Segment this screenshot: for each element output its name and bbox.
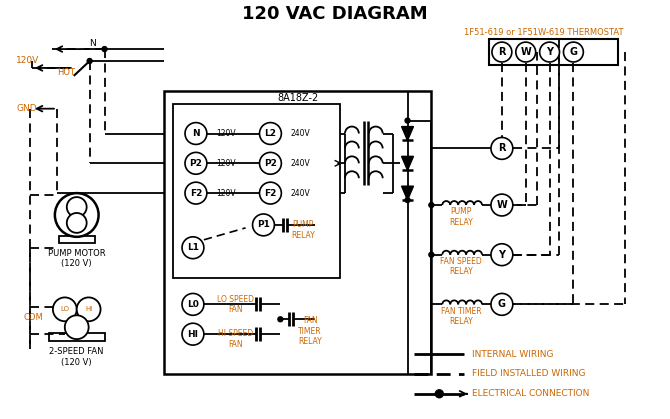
Circle shape [405, 198, 410, 202]
Text: 1F51-619 or 1F51W-619 THERMOSTAT: 1F51-619 or 1F51W-619 THERMOSTAT [464, 28, 623, 37]
Circle shape [55, 193, 98, 237]
Text: 240V: 240V [290, 189, 310, 198]
Circle shape [259, 182, 281, 204]
Text: FAN TIMER
RELAY: FAN TIMER RELAY [441, 307, 482, 326]
Text: PUMP
RELAY: PUMP RELAY [291, 220, 315, 240]
Text: 8A18Z-2: 8A18Z-2 [277, 93, 319, 103]
Circle shape [182, 323, 204, 345]
Text: LO SPEED
FAN: LO SPEED FAN [217, 295, 254, 314]
Circle shape [185, 153, 207, 174]
Circle shape [185, 182, 207, 204]
Text: L2: L2 [265, 129, 277, 138]
Text: PUMP MOTOR
(120 V): PUMP MOTOR (120 V) [48, 249, 106, 269]
Text: Y: Y [498, 250, 505, 260]
Text: F2: F2 [264, 189, 277, 198]
Bar [49, 333, 105, 341]
Text: GND: GND [16, 104, 37, 113]
Circle shape [278, 317, 283, 322]
Text: LO: LO [60, 306, 69, 312]
Bar [59, 236, 94, 243]
Circle shape [185, 123, 207, 145]
Text: HI: HI [85, 306, 92, 312]
Text: P1: P1 [257, 220, 270, 229]
Text: FAN
TIMER
RELAY: FAN TIMER RELAY [298, 316, 322, 346]
Text: N: N [89, 39, 96, 48]
Bar [173, 104, 340, 277]
Text: R: R [498, 143, 506, 153]
Circle shape [539, 42, 559, 62]
Circle shape [491, 244, 513, 266]
Text: ELECTRICAL CONNECTION: ELECTRICAL CONNECTION [472, 389, 590, 398]
Text: HI SPEED
FAN: HI SPEED FAN [218, 329, 253, 349]
Text: W: W [496, 200, 507, 210]
Text: 120 VAC DIAGRAM: 120 VAC DIAGRAM [242, 5, 428, 23]
Text: PUMP
RELAY: PUMP RELAY [450, 207, 473, 227]
Bar [489, 39, 618, 65]
Circle shape [491, 137, 513, 159]
Circle shape [182, 237, 204, 259]
Circle shape [53, 297, 77, 321]
Text: P2: P2 [190, 159, 202, 168]
Bar [164, 91, 431, 374]
Polygon shape [401, 156, 413, 170]
Text: FIELD INSTALLED WIRING: FIELD INSTALLED WIRING [472, 370, 586, 378]
Circle shape [259, 123, 281, 145]
Circle shape [429, 252, 434, 257]
Circle shape [429, 202, 434, 207]
Text: G: G [570, 47, 578, 57]
Text: G: G [498, 299, 506, 309]
Circle shape [182, 293, 204, 315]
Text: 240V: 240V [290, 159, 310, 168]
Text: L1: L1 [187, 243, 199, 252]
Text: HOT: HOT [57, 68, 75, 78]
Text: 120V: 120V [216, 189, 235, 198]
Text: 120V: 120V [216, 159, 235, 168]
Text: Y: Y [546, 47, 553, 57]
Circle shape [65, 315, 88, 339]
Polygon shape [401, 127, 413, 140]
Circle shape [67, 197, 86, 217]
Circle shape [563, 42, 584, 62]
Circle shape [491, 293, 513, 315]
Circle shape [102, 47, 107, 52]
Text: 240V: 240V [290, 129, 310, 138]
Circle shape [436, 390, 444, 398]
Text: HI: HI [188, 330, 198, 339]
Circle shape [492, 42, 512, 62]
Text: 120V: 120V [216, 129, 235, 138]
Circle shape [259, 153, 281, 174]
Circle shape [67, 213, 86, 233]
Circle shape [87, 59, 92, 63]
Text: P2: P2 [264, 159, 277, 168]
Circle shape [491, 194, 513, 216]
Circle shape [253, 214, 275, 236]
Text: 2-SPEED FAN
(120 V): 2-SPEED FAN (120 V) [50, 347, 104, 367]
Circle shape [77, 297, 100, 321]
Circle shape [405, 118, 410, 123]
Text: W: W [521, 47, 531, 57]
Text: COM: COM [23, 313, 43, 322]
Text: L0: L0 [187, 300, 199, 309]
Text: INTERNAL WIRING: INTERNAL WIRING [472, 349, 553, 359]
Circle shape [516, 42, 535, 62]
Text: 120V: 120V [16, 57, 40, 65]
Text: N: N [192, 129, 200, 138]
Text: FAN SPEED
RELAY: FAN SPEED RELAY [440, 257, 482, 276]
Text: R: R [498, 47, 506, 57]
Text: F2: F2 [190, 189, 202, 198]
Polygon shape [401, 186, 413, 200]
